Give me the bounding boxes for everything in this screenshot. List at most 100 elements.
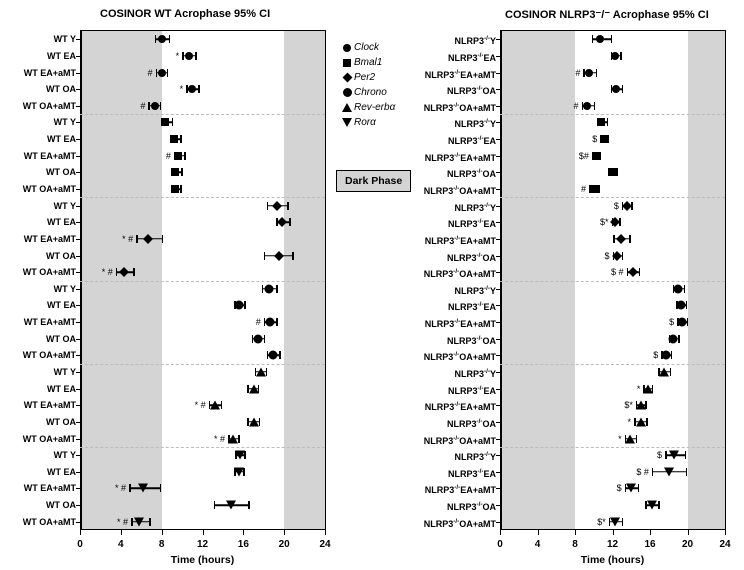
y-label: NLRP3-/-OA+aMT xyxy=(424,514,500,532)
marker-diamond xyxy=(628,267,638,277)
y-label: WT OA+aMT xyxy=(23,431,80,447)
marker-tri-up xyxy=(625,434,635,443)
sig-annotation: * xyxy=(618,434,622,444)
sig-annotation: # xyxy=(140,101,145,111)
data-row: NLRP3-/-EA+aMT# xyxy=(500,65,725,81)
marker-tri-down xyxy=(647,501,657,510)
marker-tri-up xyxy=(636,401,646,410)
data-row: NLRP3-/-OA xyxy=(500,164,725,180)
y-label: WT OA+aMT xyxy=(23,347,80,363)
data-row: WT OA* xyxy=(80,81,325,97)
sig-annotation: # xyxy=(148,68,153,78)
marker-square xyxy=(171,185,179,193)
panel-ko: COSINOR NLRP3⁻/⁻ Acrophase 95% CI 048121… xyxy=(400,0,744,570)
marker-bigcircle xyxy=(235,301,244,310)
data-row: WT EA+aMT* # xyxy=(80,480,325,496)
xtick-label: 12 xyxy=(607,539,618,550)
y-label: NLRP3-/-OA+aMT xyxy=(424,264,500,282)
y-label: NLRP3-/-OA+aMT xyxy=(424,98,500,116)
y-label: NLRP3-/-EA xyxy=(448,214,500,232)
marker-tri-up xyxy=(249,384,259,393)
data-row: NLRP3-/-EA+aMT xyxy=(500,231,725,247)
xaxis-title: Time (hours) xyxy=(581,554,644,566)
y-label: NLRP3-/-EA+aMT xyxy=(425,148,500,166)
sig-annotation: * # xyxy=(122,234,133,244)
xtick-label: 24 xyxy=(319,539,330,550)
marker-bigcircle xyxy=(669,334,678,343)
marker-tri-down xyxy=(234,467,244,476)
sig-annotation: # xyxy=(575,68,580,78)
sig-annotation: * xyxy=(628,417,632,427)
data-row: WT OA+aMT xyxy=(80,347,325,363)
marker-tri-up xyxy=(636,417,646,426)
sig-annotation: $* xyxy=(597,517,606,527)
legend-label: Bmal1 xyxy=(354,57,382,68)
y-label: NLRP3-/-EA+aMT xyxy=(425,480,500,498)
y-label: NLRP3-/-EA xyxy=(448,131,500,149)
data-row: WT Y xyxy=(80,31,325,47)
y-label: NLRP3-/-OA+aMT xyxy=(424,431,500,449)
xtick-label: 16 xyxy=(644,539,655,550)
y-label: NLRP3-/-Y xyxy=(455,447,500,465)
marker-tri-down xyxy=(610,517,620,526)
data-row: NLRP3-/-OA+aMT# xyxy=(500,98,725,114)
marker-square xyxy=(590,185,598,193)
y-label: NLRP3-/-OA+aMT xyxy=(424,347,500,365)
marker-tri-up xyxy=(643,384,653,393)
circle-icon xyxy=(340,44,354,52)
marker-tri-up xyxy=(659,367,669,376)
data-row: NLRP3-/-EA+aMT$ xyxy=(500,480,725,496)
y-label: NLRP3-/-Y xyxy=(455,198,500,216)
y-label: WT OA+aMT xyxy=(23,514,80,530)
xtick-label: 4 xyxy=(535,539,541,550)
tri-up-icon xyxy=(340,103,354,112)
data-row: NLRP3-/-EA+aMT$# xyxy=(500,148,725,164)
y-label: NLRP3-/-Y xyxy=(455,114,500,132)
marker-diamond xyxy=(119,267,129,277)
legend-item: Per2 xyxy=(340,70,395,85)
marker-bigcircle xyxy=(674,284,683,293)
data-row: WT OA xyxy=(80,497,325,513)
sig-annotation: # xyxy=(581,184,586,194)
marker-circle xyxy=(151,102,159,110)
y-label: NLRP3-/-EA xyxy=(448,48,500,66)
legend-item: Rorα xyxy=(340,115,395,130)
y-label: NLRP3-/-OA xyxy=(447,497,500,515)
data-row: NLRP3-/-Y$ xyxy=(500,447,725,463)
xtick-label: 12 xyxy=(197,539,208,550)
marker-tri-up xyxy=(228,434,238,443)
data-row: WT OA+aMT# xyxy=(80,98,325,114)
data-row: NLRP3-/-Y$ xyxy=(500,198,725,214)
marker-circle xyxy=(583,102,591,110)
data-row: NLRP3-/-OA$ xyxy=(500,248,725,264)
marker-diamond xyxy=(274,251,284,261)
marker-tri-up xyxy=(249,417,259,426)
marker-diamond xyxy=(616,234,626,244)
data-row: WT EA xyxy=(80,214,325,230)
y-label: WT OA xyxy=(46,414,80,430)
y-label: WT EA+aMT xyxy=(24,397,80,413)
sig-annotation: $* xyxy=(624,400,633,410)
marker-tri-down xyxy=(235,451,245,460)
legend-item: Bmal1 xyxy=(340,55,395,70)
data-row: WT OA+aMT* # xyxy=(80,514,325,530)
sig-annotation: $* xyxy=(600,217,609,227)
marker-tri-up xyxy=(256,367,266,376)
marker-circle xyxy=(612,85,620,93)
sig-annotation: $# xyxy=(579,151,589,161)
sig-annotation: * # xyxy=(117,517,128,527)
y-label: WT OA xyxy=(46,81,80,97)
data-row: WT EA xyxy=(80,464,325,480)
y-label: WT EA+aMT xyxy=(24,314,80,330)
sig-annotation: * # xyxy=(195,400,206,410)
sig-annotation: # xyxy=(574,101,579,111)
data-row: NLRP3-/-EA* xyxy=(500,381,725,397)
data-row: WT EA+aMT# xyxy=(80,314,325,330)
marker-tri-down xyxy=(669,451,679,460)
xtick-label: 24 xyxy=(719,539,730,550)
plot-area-ko: 04812162024Time (hours)NLRP3-/-YNLRP3-/-… xyxy=(500,30,726,530)
y-label: NLRP3-/-EA+aMT xyxy=(425,65,500,83)
sig-annotation: $ xyxy=(614,201,619,211)
data-row: WT OA+aMT* # xyxy=(80,264,325,280)
y-label: NLRP3-/-EA+aMT xyxy=(425,231,500,249)
